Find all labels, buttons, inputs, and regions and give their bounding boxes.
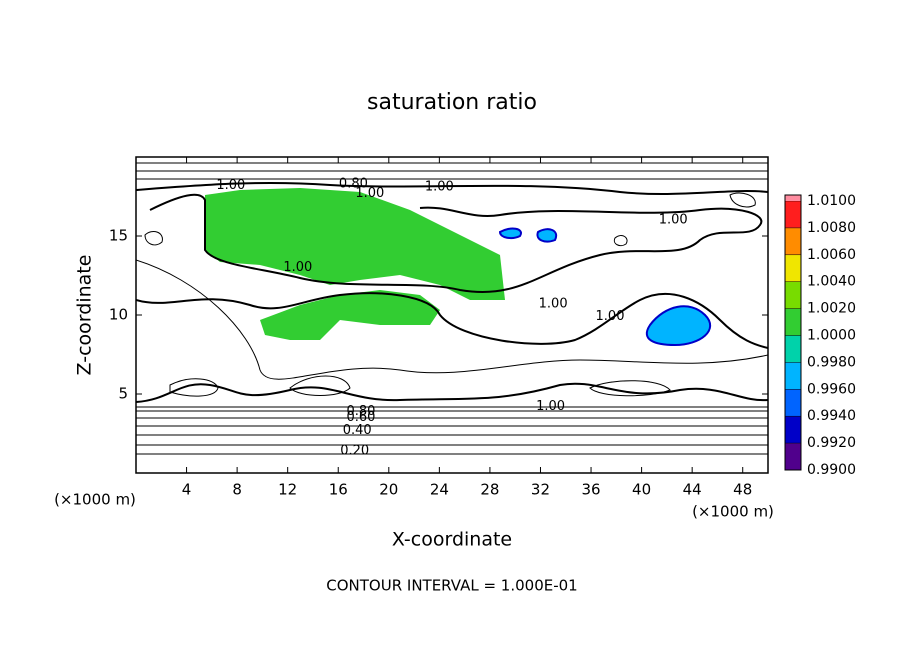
chart-title: saturation ratio <box>367 90 537 115</box>
contour-label: 1.00 <box>355 186 384 201</box>
y-axis-label: Z-coordinate <box>74 255 96 376</box>
contour-line <box>136 181 768 195</box>
contour-label: 0.60 <box>347 410 376 425</box>
x-unit-label: (×1000 m) <box>692 503 774 521</box>
colorbar-band <box>785 254 801 282</box>
y-tick-label: 15 <box>109 227 128 245</box>
contour-label: 1.00 <box>536 399 565 414</box>
contour-label: 0.40 <box>343 423 372 438</box>
colorbar-tick-label: 1.0080 <box>807 220 856 236</box>
subsaturated-region <box>645 305 712 347</box>
colorbar-band <box>785 201 801 228</box>
x-tick-label: 32 <box>531 481 550 499</box>
contour-label: 1.00 <box>596 309 625 324</box>
x-unit-label: (×1000 m) <box>54 491 136 509</box>
x-tick-label: 28 <box>480 481 499 499</box>
contour-label: 1.00 <box>216 178 245 193</box>
colorbar-top <box>785 195 801 201</box>
y-tick-label: 5 <box>118 385 128 403</box>
colorbar-band <box>785 389 801 417</box>
colorbar-tick-label: 1.0020 <box>807 301 856 317</box>
x-tick-label: 20 <box>379 481 398 499</box>
x-tick-label: 4 <box>182 481 192 499</box>
contour-label: 1.00 <box>283 260 312 275</box>
x-tick-label: 24 <box>430 481 449 499</box>
contour-line <box>169 375 671 397</box>
colorbar-band <box>785 281 801 309</box>
colorbar-band <box>785 416 801 444</box>
colorbar-tick-label: 1.0000 <box>807 328 856 344</box>
colorbar-tick-label: 0.9980 <box>807 354 856 370</box>
x-tick-label: 36 <box>581 481 600 499</box>
colorbar-band <box>785 443 801 470</box>
colorbar-tick-label: 1.0040 <box>807 274 856 290</box>
x-tick-label: 8 <box>232 481 242 499</box>
x-axis-label: X-coordinate <box>392 529 512 551</box>
contour-label: 0.80 <box>347 404 376 419</box>
colorbar-band <box>785 362 801 390</box>
y-tick-label: 10 <box>109 306 128 324</box>
contour-line <box>136 382 768 403</box>
subsaturated-region <box>498 227 558 243</box>
saturated-region <box>205 188 505 300</box>
colorbar-tick-label: 0.9920 <box>807 435 856 451</box>
contour-line <box>136 259 768 380</box>
contour-label: 0.80 <box>339 176 368 191</box>
colorbar-tick-label: 0.9960 <box>807 381 856 397</box>
saturated-region <box>260 290 440 340</box>
contour-line <box>149 193 763 293</box>
x-tick-label: 40 <box>632 481 651 499</box>
contour-label: 0.20 <box>340 443 369 458</box>
x-tick-label: 48 <box>733 481 752 499</box>
colorbar-tick-label: 1.0060 <box>807 247 856 263</box>
contour-line <box>136 162 768 180</box>
colorbar-band <box>785 335 801 363</box>
x-tick-label: 12 <box>278 481 297 499</box>
x-tick-label: 16 <box>329 481 348 499</box>
contour-line <box>144 192 756 247</box>
x-tick-label: 44 <box>683 481 702 499</box>
colorbar-tick-label: 0.9900 <box>807 462 856 478</box>
contour-field <box>136 162 768 455</box>
contour-label: 1.00 <box>659 213 688 228</box>
colorbar-tick-label: 0.9940 <box>807 408 856 424</box>
colorbar-frame <box>784 194 802 471</box>
contour-line <box>136 406 768 455</box>
footer-note: CONTOUR INTERVAL = 1.000E-01 <box>326 577 577 595</box>
contour-label: 1.00 <box>539 296 568 311</box>
colorbar-tick-label: 1.0100 <box>807 193 856 209</box>
colorbar-band <box>785 308 801 336</box>
contour-label: 1.00 <box>425 180 454 195</box>
contour-line <box>136 292 768 349</box>
colorbar-band <box>785 227 801 255</box>
